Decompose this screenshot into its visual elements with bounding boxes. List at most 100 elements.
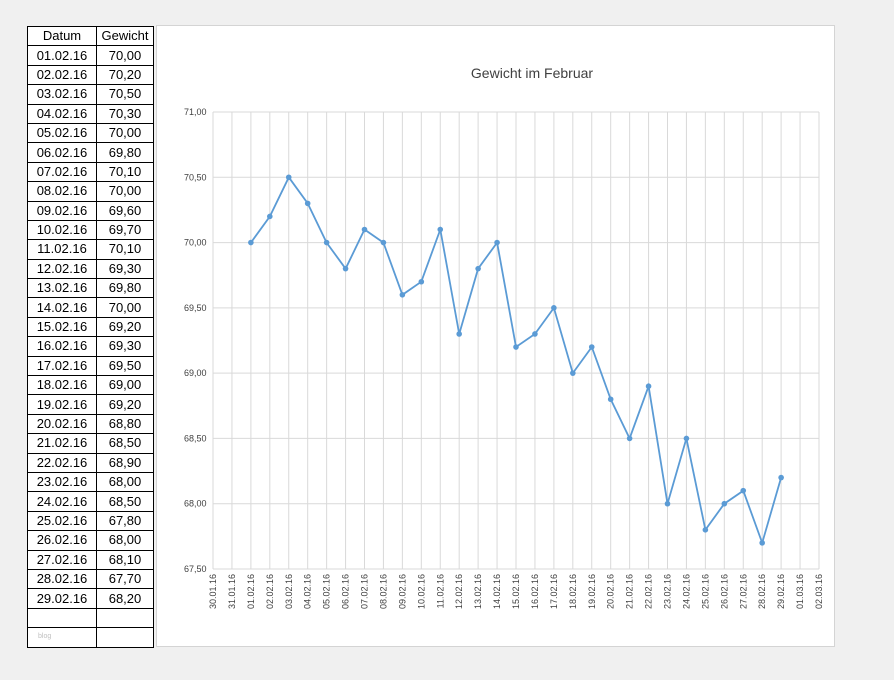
header-gewicht[interactable]: Gewicht <box>96 25 154 47</box>
data-point[interactable] <box>551 305 557 311</box>
y-tick-label: 67,50 <box>184 564 207 574</box>
cell-weight[interactable]: 69,30 <box>96 336 154 357</box>
data-point[interactable] <box>399 292 406 298</box>
data-point[interactable] <box>759 540 765 546</box>
cell-date[interactable]: 02.02.16 <box>27 64 97 86</box>
data-point[interactable] <box>740 487 747 494</box>
data-point[interactable] <box>645 383 652 390</box>
data-point[interactable] <box>683 435 690 442</box>
data-point[interactable] <box>570 370 576 376</box>
cell-weight[interactable]: 69,70 <box>96 219 154 241</box>
cell-weight[interactable]: 68,50 <box>96 433 154 454</box>
cell-weight[interactable]: 70,00 <box>96 122 154 144</box>
data-point[interactable] <box>513 344 519 350</box>
cell-date[interactable]: 01.02.16 <box>27 45 97 66</box>
data-point[interactable] <box>475 265 481 272</box>
data-point[interactable] <box>664 500 671 507</box>
data-point[interactable] <box>304 200 311 207</box>
cell-date[interactable]: 12.02.16 <box>27 258 97 280</box>
cell-empty[interactable] <box>96 607 154 629</box>
cell-weight[interactable]: 68,00 <box>96 471 154 493</box>
cell-date[interactable]: 18.02.16 <box>27 375 97 396</box>
cell-date[interactable]: 19.02.16 <box>27 394 97 415</box>
cell-weight[interactable]: 68,50 <box>96 491 154 512</box>
data-point[interactable] <box>494 239 500 246</box>
cell-date[interactable]: 20.02.16 <box>27 413 97 435</box>
cell-weight[interactable]: 69,50 <box>96 355 154 377</box>
cell-empty[interactable] <box>27 607 97 629</box>
cell-date[interactable]: 28.02.16 <box>27 568 97 590</box>
x-tick-label: 17.02.16 <box>549 574 559 609</box>
cell-date[interactable]: 10.02.16 <box>27 219 97 241</box>
cell-weight[interactable]: 68,20 <box>96 588 154 609</box>
cell-weight[interactable]: 70,10 <box>96 161 154 183</box>
cell-date[interactable]: 23.02.16 <box>27 471 97 493</box>
cell-date[interactable]: 06.02.16 <box>27 142 97 163</box>
cell-weight[interactable]: 67,80 <box>96 510 154 532</box>
cell-date[interactable]: 29.02.16 <box>27 588 97 609</box>
data-point[interactable] <box>778 474 784 481</box>
cell-weight[interactable]: 69,80 <box>96 278 154 299</box>
cell-weight[interactable]: 70,30 <box>96 103 154 124</box>
cell-weight[interactable]: 70,00 <box>96 297 154 318</box>
data-point[interactable] <box>342 265 349 272</box>
data-point[interactable] <box>532 331 538 337</box>
cell-weight[interactable]: 69,80 <box>96 142 154 163</box>
cell-date[interactable]: 27.02.16 <box>27 549 97 570</box>
cell-weight[interactable]: 68,80 <box>96 413 154 435</box>
cell-weight[interactable]: 70,00 <box>96 45 154 66</box>
cell-weight[interactable]: 68,90 <box>96 452 154 473</box>
data-point[interactable] <box>248 239 254 246</box>
cell-weight[interactable]: 70,20 <box>96 64 154 86</box>
data-point[interactable] <box>380 239 387 246</box>
cell-date[interactable]: 09.02.16 <box>27 200 97 221</box>
table-header-row: Datum Gewicht <box>27 25 154 47</box>
header-datum[interactable]: Datum <box>27 25 97 47</box>
cell-date[interactable]: 22.02.16 <box>27 452 97 473</box>
data-point[interactable] <box>418 278 425 285</box>
cell-date[interactable]: 26.02.16 <box>27 530 97 551</box>
y-tick-label: 68,00 <box>184 499 207 509</box>
cell-date[interactable]: 08.02.16 <box>27 181 97 202</box>
data-point[interactable] <box>456 331 462 337</box>
chart-area[interactable]: Gewicht im Februar 67,50 68,00 68,50 69,00 6… <box>156 25 835 647</box>
x-tick-label: 15.02.16 <box>511 574 521 609</box>
cell-weight[interactable]: 70,50 <box>96 84 154 105</box>
cell-date[interactable]: 05.02.16 <box>27 122 97 144</box>
cell-date[interactable]: 13.02.16 <box>27 278 97 299</box>
cell-date[interactable]: 07.02.16 <box>27 161 97 183</box>
cell-weight[interactable]: 67,70 <box>96 568 154 590</box>
data-point[interactable] <box>588 344 595 350</box>
data-point[interactable] <box>721 500 728 507</box>
data-point[interactable] <box>437 226 444 233</box>
data-point[interactable] <box>323 239 330 246</box>
cell-weight[interactable]: 68,00 <box>96 530 154 551</box>
data-point[interactable] <box>267 213 273 220</box>
cell-weight[interactable]: 69,20 <box>96 316 154 338</box>
data-point[interactable] <box>702 527 709 533</box>
cell-date[interactable]: 15.02.16 <box>27 316 97 338</box>
cell-date[interactable]: 17.02.16 <box>27 355 97 377</box>
cell-weight[interactable]: 69,20 <box>96 394 154 415</box>
data-point[interactable] <box>361 226 368 233</box>
cell-weight[interactable]: 70,10 <box>96 239 154 260</box>
cell-date[interactable]: 24.02.16 <box>27 491 97 512</box>
cell-date[interactable]: 11.02.16 <box>27 239 97 260</box>
cell-date[interactable]: 25.02.16 <box>27 510 97 532</box>
cell-date[interactable]: 21.02.16 <box>27 433 97 454</box>
cell-weight[interactable]: 69,30 <box>96 258 154 280</box>
data-point[interactable] <box>626 435 633 442</box>
cell-weight[interactable]: 69,60 <box>96 200 154 221</box>
data-point[interactable] <box>607 396 614 403</box>
data-point[interactable] <box>285 174 292 181</box>
cell-date[interactable]: 03.02.16 <box>27 84 97 105</box>
cell-weight[interactable]: 69,00 <box>96 375 154 396</box>
cell-empty[interactable] <box>96 627 154 648</box>
cell-date[interactable]: 04.02.16 <box>27 103 97 124</box>
cell-weight[interactable]: 68,10 <box>96 549 154 570</box>
x-tick-label: 21.02.16 <box>625 574 635 609</box>
cell-date[interactable]: 14.02.16 <box>27 297 97 318</box>
cell-weight[interactable]: 70,00 <box>96 181 154 202</box>
table-row: 10.02.16 69,70 <box>27 219 154 241</box>
cell-date[interactable]: 16.02.16 <box>27 336 97 357</box>
